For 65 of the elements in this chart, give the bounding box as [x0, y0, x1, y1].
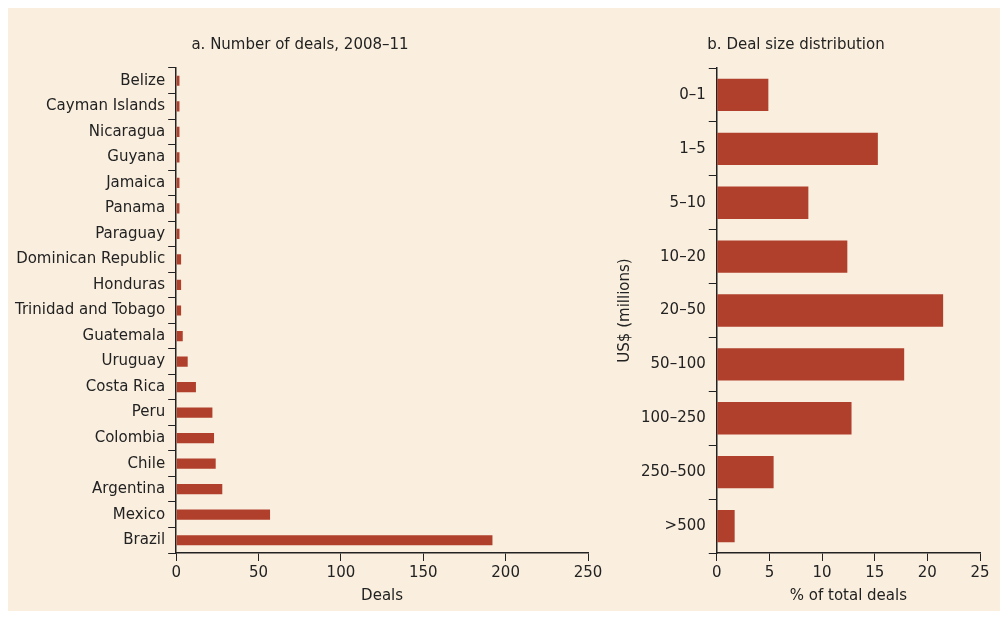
- y-tick-label: Panama: [105, 198, 166, 217]
- chart-title: a. Number of deals, 2008–11: [191, 34, 409, 53]
- x-tick-label: 25: [970, 562, 990, 581]
- bar: [176, 509, 271, 520]
- y-tick-label: >500: [664, 515, 706, 534]
- bar: [176, 535, 493, 546]
- y-tick-label: 20–50: [660, 300, 706, 319]
- y-tick-label: Nicaragua: [88, 121, 166, 140]
- y-tick-label: 10–20: [660, 246, 706, 265]
- bar: [717, 402, 852, 435]
- y-tick-label: 5–10: [669, 192, 706, 211]
- bar: [717, 78, 769, 112]
- bar: [176, 407, 213, 418]
- bar: [717, 509, 735, 543]
- bar: [717, 132, 878, 165]
- x-tick-label: 150: [408, 562, 438, 581]
- x-tick-label: 200: [491, 562, 520, 581]
- bar: [717, 186, 809, 219]
- x-tick-label: 10: [812, 562, 832, 581]
- bar: [176, 458, 216, 469]
- bar: [176, 356, 188, 367]
- y-tick-label: Cayman Islands: [46, 96, 166, 115]
- x-tick-label: 100: [326, 562, 356, 581]
- x-tick-label: 20: [917, 562, 937, 581]
- y-tick-label: Honduras: [92, 274, 166, 293]
- bar: [717, 240, 848, 273]
- y-tick-label: 250–500: [641, 462, 706, 481]
- y-tick-label: Dominican Republic: [16, 249, 166, 268]
- x-tick-label: 15: [865, 562, 885, 581]
- y-tick-label: Uruguay: [101, 351, 166, 370]
- y-tick-label: Guyana: [107, 147, 166, 166]
- y-tick-label: Belize: [120, 70, 166, 89]
- bar: [176, 381, 196, 393]
- bar: [176, 330, 183, 342]
- y-tick-label: Peru: [131, 402, 166, 421]
- y-tick-label: 50–100: [650, 354, 706, 373]
- x-tick-label: 5: [764, 562, 775, 581]
- y-tick-label: Jamaica: [105, 172, 166, 191]
- bar: [176, 254, 182, 265]
- bar: [176, 433, 215, 444]
- bar: [176, 305, 182, 316]
- x-tick-label: 250: [573, 562, 603, 581]
- x-tick-label: 0: [171, 562, 181, 581]
- bar: [176, 484, 223, 495]
- bar: [717, 456, 774, 489]
- y-tick-label: Chile: [127, 453, 166, 472]
- y-axis-title: US$ (millions): [614, 258, 633, 363]
- x-tick-label: 0: [711, 562, 722, 581]
- x-tick-label: 50: [248, 562, 269, 581]
- y-tick-label: Costa Rica: [85, 376, 166, 395]
- y-tick-label: Colombia: [94, 428, 166, 447]
- bar: [717, 294, 944, 327]
- y-tick-label: Argentina: [91, 479, 166, 498]
- y-tick-label: Trinidad and Tobago: [13, 300, 166, 319]
- chart-title: b. Deal size distribution: [707, 34, 885, 53]
- y-tick-label: 1–5: [679, 138, 706, 157]
- y-tick-label: Guatemala: [82, 325, 166, 344]
- x-axis-title: Deals: [361, 585, 404, 604]
- y-tick-label: Mexico: [112, 504, 166, 523]
- bar: [717, 348, 905, 381]
- y-tick-label: Paraguay: [95, 223, 166, 242]
- y-tick-label: 100–250: [641, 408, 706, 427]
- y-tick-label: Brazil: [123, 530, 166, 549]
- y-tick-label: 0–1: [679, 84, 706, 103]
- x-axis-title: % of total deals: [789, 585, 908, 604]
